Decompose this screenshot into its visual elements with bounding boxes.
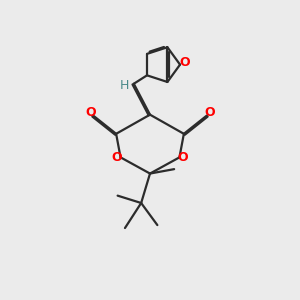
Text: H: H [120,79,129,92]
Text: O: O [205,106,215,119]
Text: O: O [112,151,122,164]
Text: O: O [179,56,190,69]
Text: O: O [85,106,95,119]
Text: O: O [178,151,188,164]
